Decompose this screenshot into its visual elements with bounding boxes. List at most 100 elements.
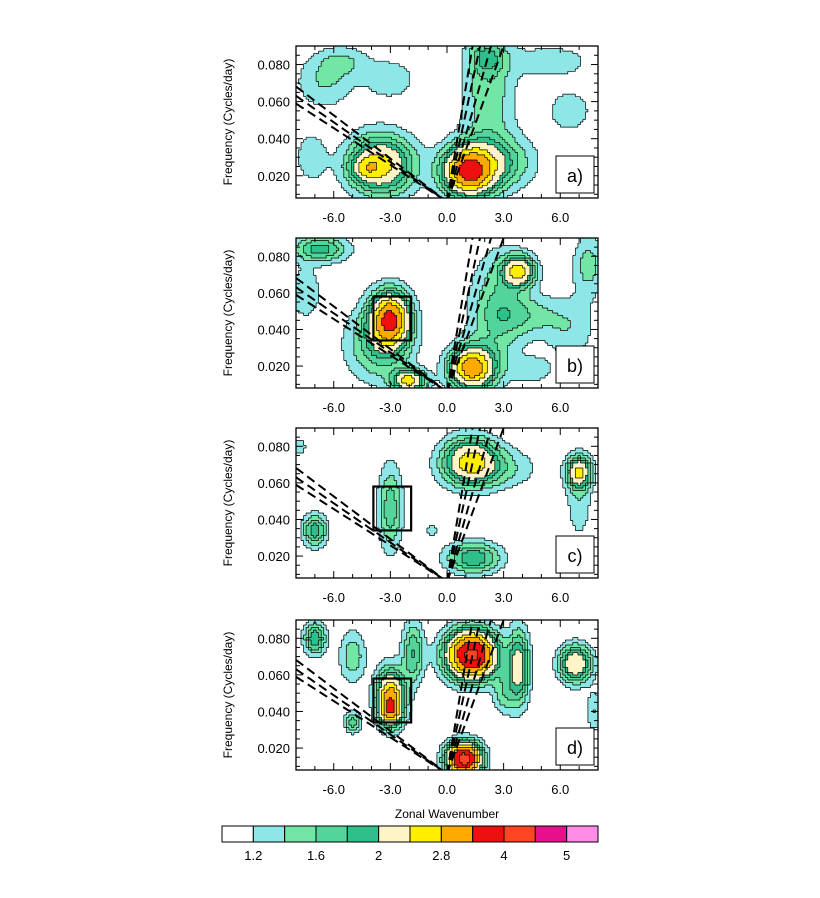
contour-cell [394, 180, 398, 184]
contour-cell [336, 89, 340, 92]
contour-cell [582, 250, 586, 254]
contour-cell [512, 263, 516, 266]
contour-cell [482, 132, 486, 136]
contour-cell [323, 167, 327, 171]
contour-cell [406, 285, 410, 289]
contour-cell [399, 144, 403, 148]
contour-cell [504, 278, 508, 281]
contour-cell [477, 106, 481, 110]
contour-cell [333, 78, 337, 82]
contour-cell [351, 61, 355, 65]
contour-cell [502, 137, 506, 141]
contour-cell [436, 142, 440, 146]
contour-cell [527, 172, 531, 176]
contour-cell [376, 144, 380, 148]
contour-cell [552, 114, 556, 118]
contour-cell [351, 81, 355, 85]
contour-cell [595, 240, 598, 244]
contour-cell [374, 147, 377, 151]
contour-cell [479, 154, 483, 158]
contour-cell [532, 170, 536, 174]
contour-cell [346, 187, 350, 191]
contour-cell [313, 84, 317, 87]
contour-cell [494, 119, 498, 123]
contour-cell [384, 63, 387, 67]
contour-cell [525, 288, 528, 291]
contour-cell [363, 53, 367, 57]
contour-cell [504, 167, 508, 171]
contour-cell [499, 91, 503, 95]
contour-cell [484, 99, 488, 103]
contour-cell [507, 137, 511, 141]
contour-cell [519, 134, 523, 138]
contour-cell [492, 86, 496, 90]
contour-cell [421, 175, 425, 179]
contour-cell [389, 73, 393, 77]
contour-cell [346, 240, 350, 244]
contour-cell [507, 73, 511, 77]
x-tick-label: 0.0 [438, 210, 456, 225]
contour-cell [572, 63, 576, 67]
contour-cell [492, 51, 496, 54]
contour-cell [497, 268, 501, 271]
contour-cell [482, 258, 486, 261]
contour-cell [474, 89, 478, 92]
contour-cell [421, 172, 425, 176]
contour-cell [532, 53, 536, 57]
contour-cell [457, 175, 460, 179]
contour-cell [459, 154, 463, 158]
contour-cell [494, 56, 498, 60]
contour-cell [371, 139, 375, 143]
contour-cell [348, 84, 352, 87]
contour-cell [472, 81, 476, 85]
contour-cell [316, 81, 320, 85]
contour-cell [308, 283, 312, 286]
contour-cell [308, 290, 312, 294]
contour-cell [582, 253, 586, 256]
contour-cell [517, 270, 521, 274]
contour-cell [399, 172, 403, 176]
contour-cell [394, 124, 398, 128]
contour-cell [572, 66, 576, 70]
contour-cell [572, 116, 576, 120]
contour-cell [522, 250, 526, 254]
contour-cell [321, 240, 325, 244]
contour-cell [472, 180, 476, 184]
contour-cell [416, 180, 420, 184]
contour-cell [346, 48, 350, 52]
contour-cell [474, 185, 478, 189]
contour-cell [464, 71, 468, 75]
contour-cell [311, 137, 315, 141]
contour-cell [477, 185, 481, 189]
contour-cell [467, 91, 471, 95]
contour-cell [525, 139, 528, 143]
contour-cell [507, 142, 511, 146]
contour-cell [585, 273, 589, 276]
contour-cell [552, 61, 556, 65]
contour-cell [527, 265, 531, 269]
contour-cell [441, 167, 445, 171]
contour-cell [376, 134, 380, 138]
contour-cell [333, 167, 337, 171]
contour-cell [487, 109, 491, 113]
contour-cell [346, 255, 350, 259]
contour-cell [379, 137, 382, 141]
contour-cell [323, 165, 327, 168]
contour-cell [321, 61, 325, 65]
contour-cell [592, 258, 596, 261]
contour-cell [371, 154, 375, 158]
contour-cell [386, 190, 390, 194]
contour-cell [497, 114, 501, 118]
contour-cell [499, 172, 503, 176]
contour-cell [394, 129, 398, 133]
contour-cell [494, 288, 498, 291]
contour-cell [509, 165, 513, 168]
contour-cell [484, 56, 488, 60]
contour-cell [474, 109, 478, 113]
contour-cell [484, 165, 488, 168]
contour-cell [333, 160, 337, 163]
contour-cell [479, 185, 483, 189]
contour-cell [512, 68, 516, 72]
contour-cell [381, 278, 385, 281]
contour-cell [454, 190, 458, 194]
